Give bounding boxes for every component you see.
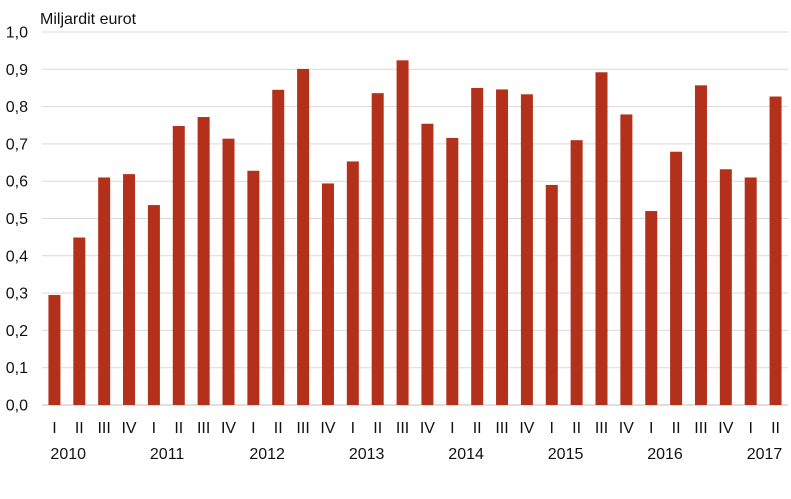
bar — [73, 237, 86, 405]
bar — [98, 177, 111, 405]
x-tick-label: I — [251, 420, 255, 437]
y-tick-labels: 0,0 0,1 0,2 0,3 0,4 0,5 0,6 0,7 0,8 0,9 1,0 — [6, 25, 28, 415]
x-tick-label: IV — [420, 420, 435, 437]
x-tick-label: III — [296, 420, 309, 437]
bar — [645, 211, 658, 405]
bar — [545, 184, 558, 405]
x-tick-label: IV — [619, 420, 634, 437]
x-tick-label: II — [174, 420, 183, 437]
y-tick-label: 1,0 — [6, 25, 28, 42]
y-tick-label: 0,3 — [6, 286, 28, 303]
y-tick-label: 0,8 — [6, 99, 28, 116]
x-tick-label: III — [396, 420, 409, 437]
x-tick-label: III — [97, 420, 110, 437]
bar — [471, 87, 484, 405]
x-tick-label: I — [748, 420, 752, 437]
x-tick-label: IV — [320, 420, 335, 437]
bar — [123, 174, 136, 405]
y-tick-label: 0,5 — [6, 211, 28, 228]
bar — [297, 68, 310, 406]
x-tick-label: III — [694, 420, 707, 437]
x-tick-label: II — [274, 420, 283, 437]
y-tick-label: 0,9 — [6, 62, 28, 79]
bar — [371, 93, 384, 406]
year-label: 2011 — [150, 446, 185, 463]
x-tick-label: I — [351, 420, 355, 437]
bar — [247, 170, 260, 405]
bar — [694, 85, 707, 405]
x-tick-label: II — [75, 420, 84, 437]
year-label: 2016 — [647, 446, 683, 463]
y-tick-label: 0,4 — [6, 248, 28, 265]
x-tick-label: III — [197, 420, 210, 437]
x-tick-label: II — [672, 420, 681, 437]
bar — [346, 161, 359, 405]
x-tick-label: IV — [718, 420, 733, 437]
year-label: 2015 — [548, 446, 584, 463]
x-tick-label: II — [572, 420, 581, 437]
y-tick-label: 0,0 — [6, 398, 28, 415]
bar — [520, 94, 533, 405]
x-tick-label: II — [373, 420, 382, 437]
bar — [272, 89, 285, 405]
x-tick-label: IV — [519, 420, 534, 437]
year-label: 2014 — [448, 446, 484, 463]
year-label: 2012 — [249, 446, 285, 463]
x-tick-label: IV — [221, 420, 236, 437]
bar — [446, 137, 459, 405]
x-tick-label: I — [550, 420, 554, 437]
x-tick-label: II — [473, 420, 482, 437]
x-tick-label: IV — [121, 420, 136, 437]
x-tick-label: III — [495, 420, 508, 437]
bar — [719, 169, 732, 405]
x-tick-label: I — [649, 420, 653, 437]
bar — [48, 294, 61, 405]
x-tick-label: II — [771, 420, 780, 437]
bar — [620, 114, 633, 406]
x-tick-label: I — [152, 420, 156, 437]
bar — [396, 60, 409, 405]
year-labels: 2010 2011 2012 2013 2014 2015 2016 2017 — [50, 446, 782, 463]
bar — [147, 205, 160, 405]
bars — [48, 60, 782, 406]
bar — [222, 138, 235, 405]
bar — [595, 72, 608, 405]
bar — [172, 126, 185, 405]
bar — [321, 183, 334, 405]
year-label: 2010 — [50, 446, 86, 463]
year-label: 2013 — [349, 446, 385, 463]
year-label: 2017 — [747, 446, 783, 463]
x-tick-labels: I II III IV I II III IV I II III IV I II III IV I II III IV… — [52, 420, 780, 437]
gridlines — [42, 31, 788, 406]
bar — [670, 151, 683, 405]
y-tick-label: 0,1 — [6, 360, 28, 377]
y-tick-label: 0,7 — [6, 136, 28, 153]
x-tick-label: I — [52, 420, 56, 437]
bar — [197, 117, 210, 405]
y-tick-label: 0,2 — [6, 323, 28, 340]
x-tick-label: III — [595, 420, 608, 437]
y-axis-title: Miljardit eurot — [40, 11, 137, 28]
bar — [744, 177, 757, 405]
bar — [570, 140, 583, 406]
bar — [496, 89, 509, 405]
x-tick-label: I — [450, 420, 454, 437]
y-tick-label: 0,6 — [6, 174, 28, 191]
bar — [769, 96, 782, 405]
bar — [421, 123, 434, 405]
